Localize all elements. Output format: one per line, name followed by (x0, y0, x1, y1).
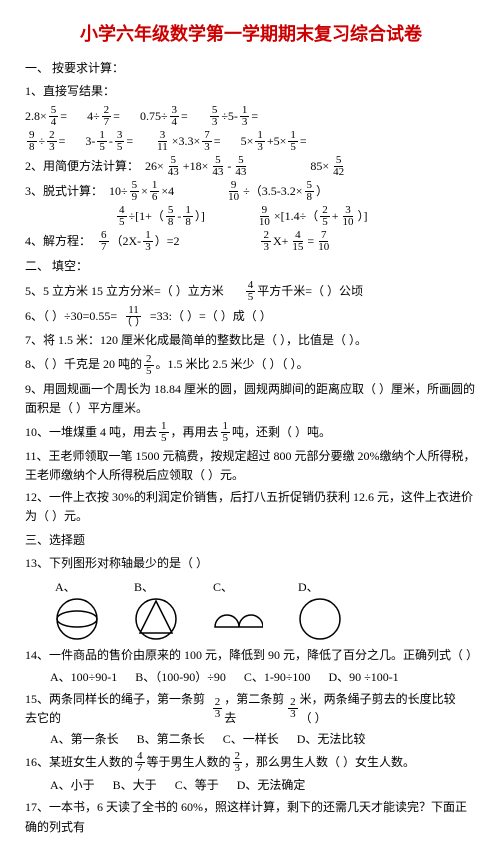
q11: 11、王老师领取一笔 1500 元稿费，按规定超过 800 元部分要缴 20%缴… (25, 447, 477, 485)
q16-c: C、等于 (175, 776, 219, 795)
page-title: 小学六年级数学第一学期期末复习综合试卷 (25, 20, 477, 49)
q16-b: B、大于 (113, 776, 157, 795)
q14-a: A、100÷90-1 (50, 668, 117, 687)
q14-choices: A、100÷90-1 B、（100-90）÷90 C、1-90÷100 D、90… (50, 668, 477, 687)
section-3-header: 三、选择题 (25, 531, 477, 550)
q13-opt-c: C、 (213, 580, 233, 594)
q15-a: A、第一条长 (50, 730, 119, 749)
q14-b: B、（100-90）÷90 (135, 668, 226, 687)
q4-row: 4、解方程： 67（2X-13）=2 23X+415=710 (25, 230, 477, 253)
q15-d: D、无法比较 (297, 730, 366, 749)
q13-opt-b: B、 (134, 580, 154, 594)
shape-a-icon (55, 597, 99, 641)
q13-text: 13、下列图形对称轴最少的是（ ） (25, 554, 477, 573)
q12: 12、一件上衣按 30%的利润定价销售，后打八五折促销仍获利 12.6 元，这件… (25, 488, 477, 526)
q9: 9、用圆规画一个周长为 18.84 厘米的圆，圆规两脚间的距离应取（ ）厘米，所… (25, 380, 477, 418)
q2-row: 2、用简便方法计算： 26×543+18×543-543 85×542 (25, 155, 477, 178)
q7: 7、将 1.5 米：120 厘米化成最简单的整数比是（ ），比值是（ ）。 (25, 331, 477, 350)
shape-d-icon (298, 597, 342, 641)
q14-d: D、90 ÷100-1 (328, 668, 398, 687)
q8: 8、（ ）千克是 20 吨的25。1.5 米比 2.5 米少（ ）（ ）。 (25, 354, 477, 377)
q6: 6、（ ）÷30=0.55=11（ ）=33:（ ）=（ ）成（ ） (25, 305, 477, 328)
q13-opt-a: A、 (55, 580, 76, 594)
q1-row2: 98÷23= 3-15-35= 311×3.3×73= 5×13+5×15= (25, 130, 477, 153)
q14-c: C、1-90÷100 (244, 668, 311, 687)
q10: 10、一堆煤重 4 吨，用去15，再用去15吨，还剩（ ）吨。 (25, 421, 477, 444)
q16-text: 16、某班女生人数的47等于男生人数的23，那么男生人数（ ）女生人数。 (25, 751, 477, 774)
q13-opt-d: D、 (298, 580, 319, 594)
q16-a: A、小于 (50, 776, 95, 795)
q16-d: D、无法确定 (237, 776, 306, 795)
q15-b: B、第二条长 (137, 730, 205, 749)
q17: 17、一本书，6 天读了全书的 60%，照这样计算，剩下的还需几天才能读完？下面… (25, 798, 477, 836)
shape-b-icon (134, 597, 178, 641)
q14-text: 14、一件商品的售价由原来的 100 元，降低到 90 元，降低了百分之几。正确… (25, 646, 477, 665)
q16-choices: A、小于 B、大于 C、等于 D、无法确定 (50, 776, 477, 795)
q1-label: 1、直接写结果： (25, 82, 477, 101)
q15-c: C、一样长 (223, 730, 279, 749)
q13-shapes: A、 B、 C、 D、 (55, 578, 477, 641)
q15-choices: A、第一条长 B、第二条长 C、一样长 D、无法比较 (50, 730, 477, 749)
q3-row2: 45÷[1+（58-18）] 910×[1.4÷（25+310）] (115, 205, 477, 228)
q15-text: 15、两条同样长的绳子，第一条剪去它的23，第二条剪去23米，两条绳子剪去的长度… (25, 690, 477, 728)
q3-row1: 3、脱式计算： 10÷59×16×4 910÷（3.5-3.2×58） (25, 180, 477, 203)
q5: 5、5 立方米 15 立方分米=（ ）立方米 45平方千米=（ ）公顷 (25, 280, 477, 303)
shape-c-icon (213, 597, 263, 641)
section-2-header: 二、 填空： (25, 257, 477, 276)
section-1-header: 一、 按要求计算： (25, 59, 477, 78)
q1-row1: 2.8×54= 4÷27= 0.75÷34= 53÷5-13= (25, 105, 477, 128)
